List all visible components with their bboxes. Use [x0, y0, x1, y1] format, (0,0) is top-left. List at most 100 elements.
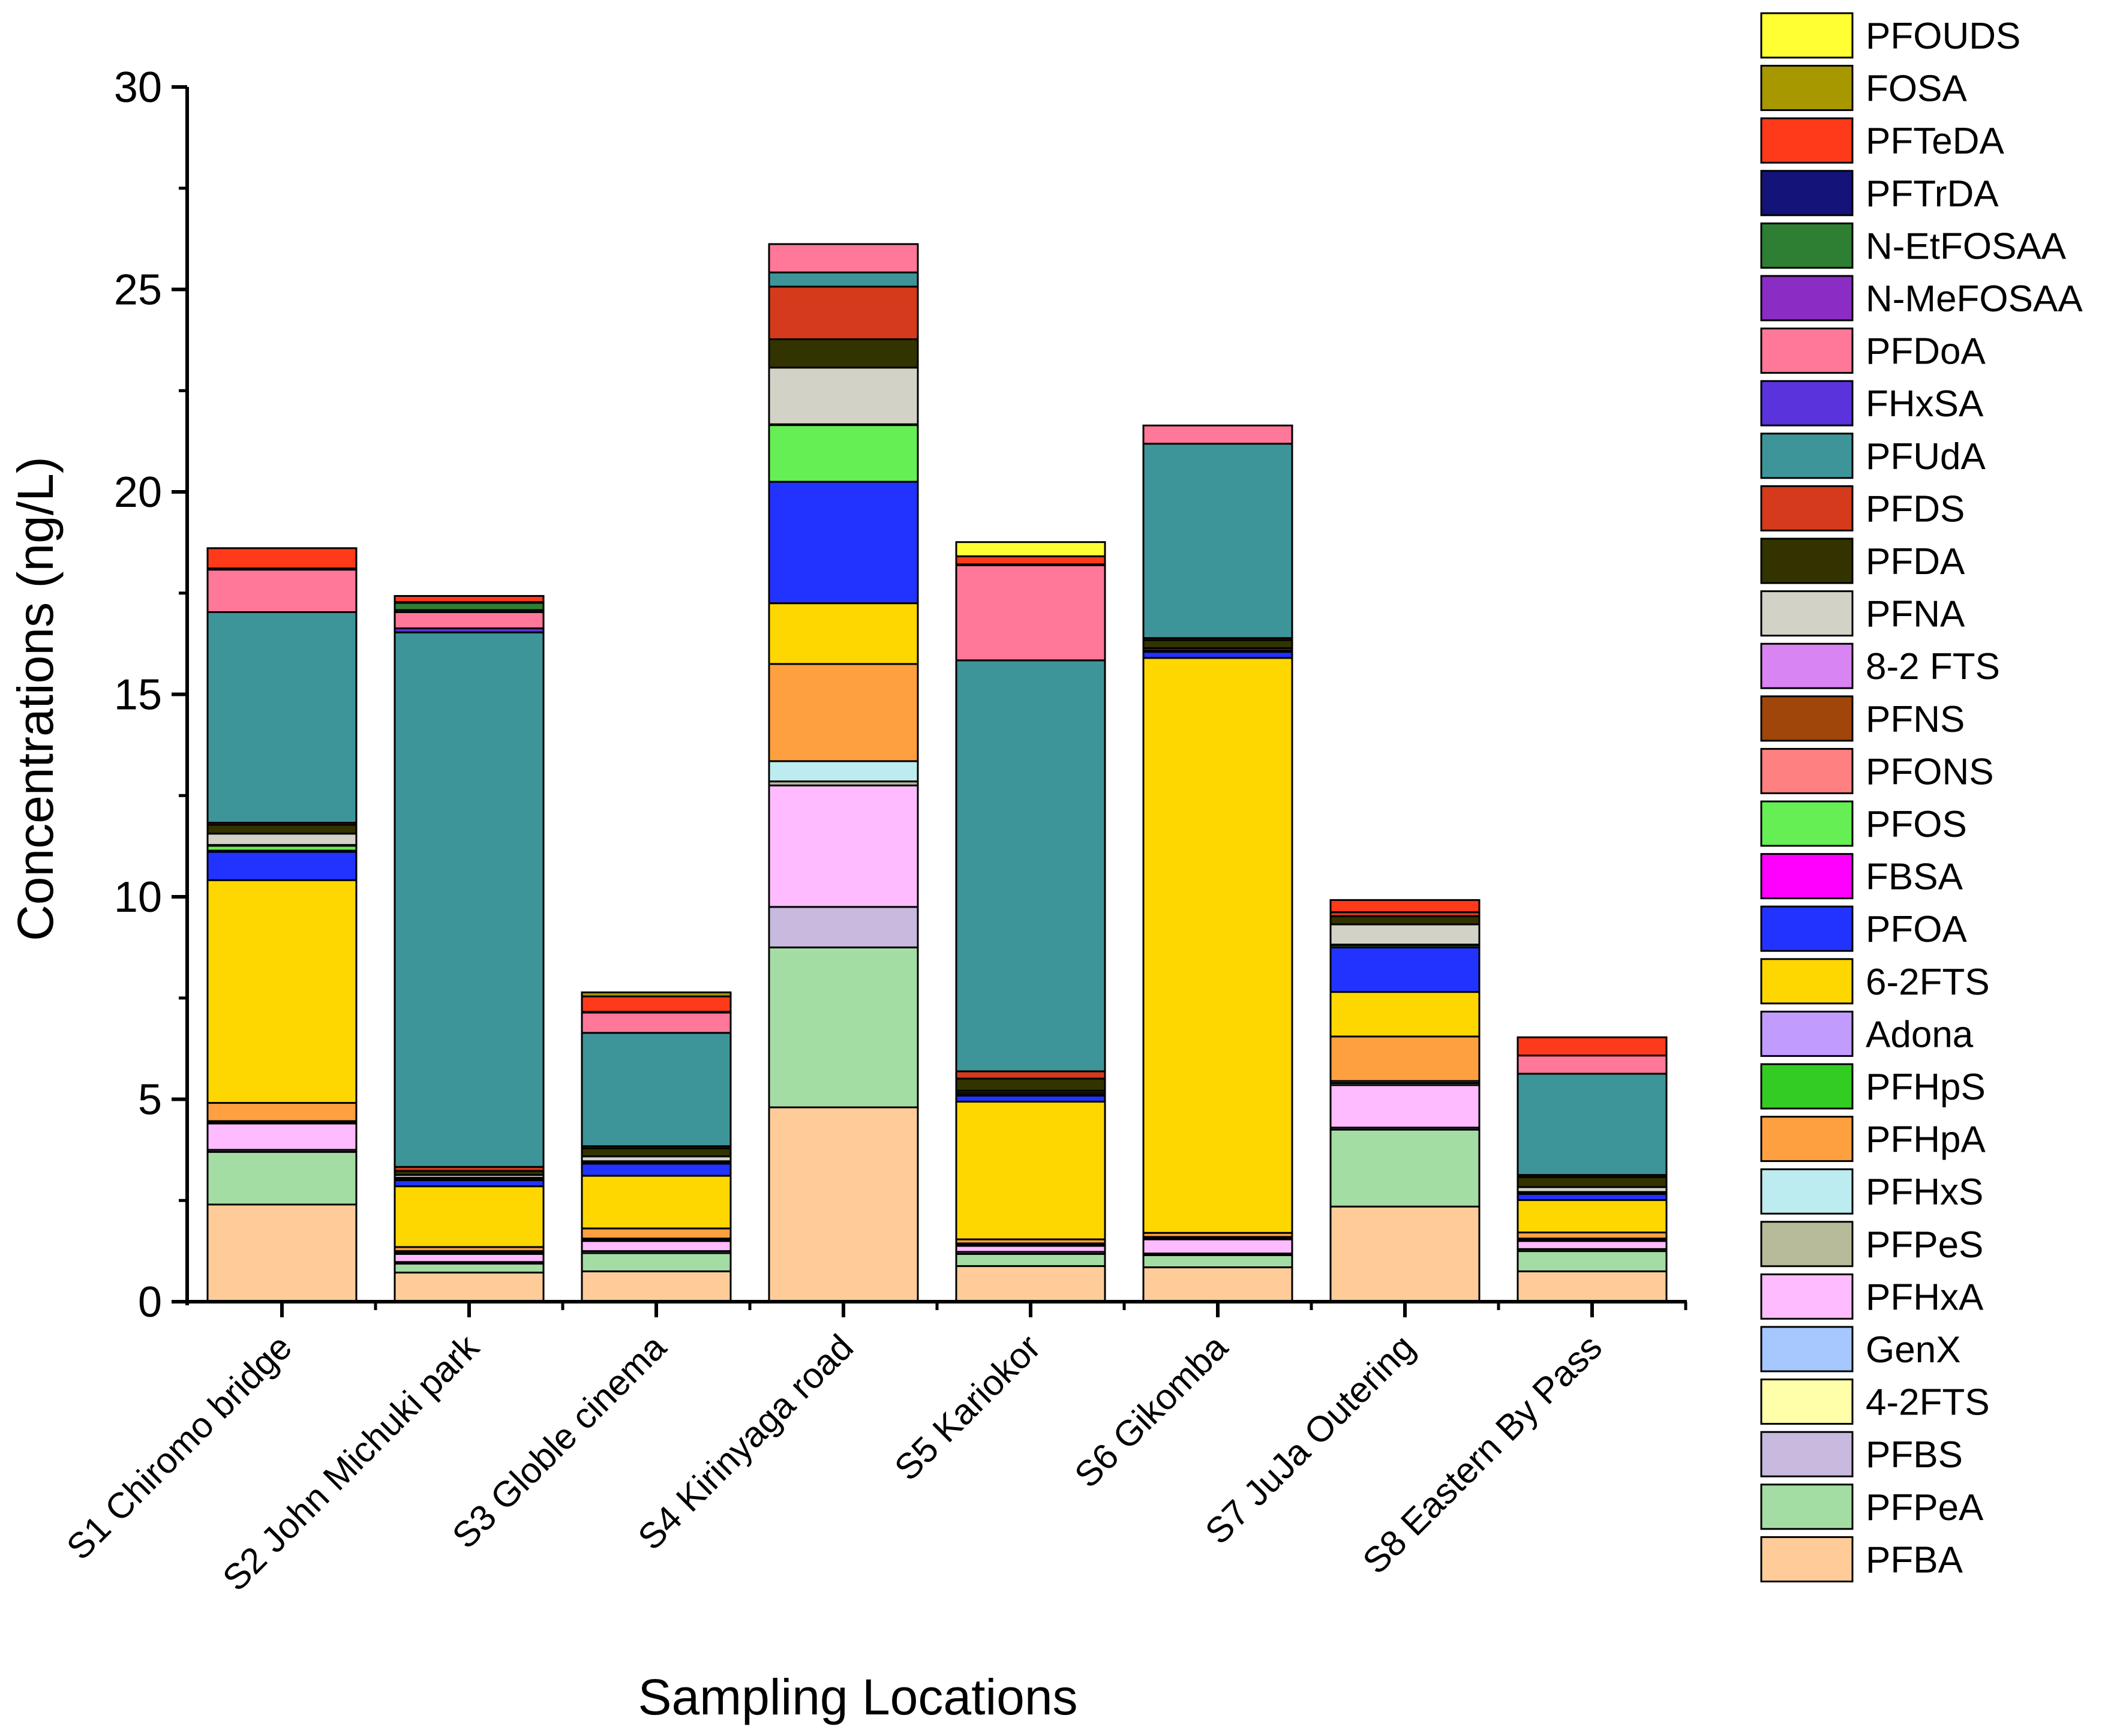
legend-swatch	[1760, 747, 1854, 794]
bar-segment-6-2fts	[581, 1175, 732, 1230]
legend-swatch	[1760, 1063, 1854, 1110]
bar-segment-pfpea	[1329, 1128, 1481, 1208]
bar-stack-s4-kirinyaga-road	[768, 243, 919, 1303]
legend-swatch	[1760, 958, 1854, 1005]
bar-segment-6-2fts	[1142, 657, 1293, 1234]
bar-stack-s6-gikomba	[1142, 424, 1293, 1303]
bar-segment-pfhxs	[768, 760, 919, 783]
legend-item-adona: Adona	[1760, 1010, 1974, 1057]
bar-segment-pfba	[206, 1203, 358, 1303]
bar-stack-s3-globle-cinema	[581, 991, 732, 1303]
legend-swatch	[1760, 1221, 1854, 1268]
bar-segment-6-2fts	[206, 879, 358, 1104]
x-tick-label: S5 Kariokor	[887, 1327, 1048, 1488]
bar-segment-pfteda	[1329, 899, 1481, 914]
bar-segment-pfba	[581, 1270, 732, 1303]
legend-item-pfouds: PFOUDS	[1760, 12, 2020, 59]
bar-segment-pfhxa	[955, 1245, 1106, 1253]
legend-swatch	[1760, 642, 1854, 689]
legend-label: 6-2FTS	[1866, 962, 1990, 1003]
bar-segment-pfoa	[1329, 946, 1481, 993]
bar-segment-pfdoa	[206, 569, 358, 613]
bar-segment-pfoa	[581, 1163, 732, 1177]
legend-item-pfba: PFBA	[1760, 1536, 1963, 1582]
legend-label: PFTrDA	[1866, 173, 1999, 215]
legend-label: FBSA	[1866, 857, 1963, 898]
bar-segment-pfdoa	[955, 564, 1106, 662]
bar-segment-pfda	[955, 1077, 1106, 1092]
legend-label: Adona	[1866, 1014, 1974, 1055]
legend-item-fbsa: FBSA	[1760, 853, 1963, 900]
y-tick-label: 25	[114, 266, 162, 314]
bar-segment-pfda	[768, 338, 919, 369]
bar-segment-pfuda	[768, 271, 919, 288]
bar-segment-pfda	[1517, 1176, 1668, 1188]
bar-segment-pfba	[1329, 1205, 1481, 1303]
legend-label: PFOA	[1866, 909, 1967, 950]
legend-swatch	[1760, 328, 1854, 374]
y-tick-label: 5	[138, 1076, 162, 1124]
bar-segment-pfba	[394, 1271, 545, 1303]
bar-segment-pfpea	[955, 1253, 1106, 1268]
legend-item-8-2-fts: 8-2 FTS	[1760, 642, 2000, 689]
legend-item-pfoa: PFOA	[1760, 905, 1967, 952]
legend-swatch	[1760, 380, 1854, 427]
legend-label: FHxSA	[1866, 383, 1984, 425]
legend-item-pfons: PFONS	[1760, 747, 1994, 794]
bar-segment-pfds	[768, 286, 919, 341]
bar-segment-pfbs	[768, 906, 919, 948]
y-ticks: 0 5 10 15 20 25 30	[114, 64, 187, 1326]
bar-segment-pfhxa	[1329, 1084, 1481, 1129]
legend-item-pfpes: PFPeS	[1760, 1221, 1983, 1268]
bar-segment-pfhpa	[1517, 1232, 1668, 1240]
legend-label: PFDA	[1866, 541, 1965, 582]
bar-segment-pfoa	[394, 1179, 545, 1188]
bar-segment-pfda	[1142, 639, 1293, 650]
legend-swatch	[1760, 12, 1854, 59]
legend-swatch	[1760, 1010, 1854, 1057]
bar-segment-pfdoa	[768, 243, 919, 274]
y-tick-label: 10	[114, 873, 162, 921]
y-tick-label: 20	[114, 468, 162, 516]
bar-segment-pfhpa	[206, 1102, 358, 1122]
legend-item-n-mefosaa: N-MeFOSAA	[1760, 275, 2083, 322]
bar-stack-s2-john-michuki-park	[394, 594, 545, 1303]
legend-label: PFHpS	[1866, 1067, 1986, 1108]
bar-segment-pfhpa	[581, 1227, 732, 1240]
legend-swatch	[1760, 275, 1854, 322]
legend-label: PFHxA	[1866, 1277, 1984, 1318]
bar-segment-pfba	[768, 1106, 919, 1303]
bars-layer	[206, 243, 1668, 1303]
legend-label: PFPeA	[1866, 1487, 1984, 1528]
bar-segment-pfpea	[768, 946, 919, 1109]
bar-segment-pfpea	[581, 1252, 732, 1272]
legend-swatch	[1760, 590, 1854, 637]
legend-swatch	[1760, 1116, 1854, 1163]
legend-item-pfds: PFDS	[1760, 485, 1965, 531]
bar-segment-pfouds	[955, 541, 1106, 557]
legend-label: PFOUDS	[1866, 16, 2020, 57]
legend-label: PFBA	[1866, 1539, 1963, 1581]
y-axis-title: Concentrations (ng/L)	[7, 456, 64, 941]
legend-item-fosa: FOSA	[1760, 65, 1967, 112]
bar-segment-6-2fts	[1517, 1199, 1668, 1234]
legend-swatch	[1760, 537, 1854, 584]
bar-segment-pfhxa	[206, 1122, 358, 1151]
legend-item-genx: GenX	[1760, 1326, 1961, 1372]
bar-segment-pfdoa	[581, 1011, 732, 1034]
bar-segment-pfpea	[206, 1151, 358, 1206]
legend-item-pfos: PFOS	[1760, 800, 1967, 847]
legend-item-pfdoa: PFDoA	[1760, 328, 1986, 374]
legend-label: N-MeFOSAA	[1866, 278, 2083, 320]
bar-segment-pfteda	[581, 995, 732, 1013]
legend-item-pfda: PFDA	[1760, 537, 1965, 584]
legend-item-pfns: PFNS	[1760, 695, 1965, 742]
bar-segment-pfhxa	[1517, 1240, 1668, 1250]
legend-swatch	[1760, 1168, 1854, 1215]
legend-swatch	[1760, 485, 1854, 531]
bar-segment-pfteda	[394, 594, 545, 603]
bar-segment-pfteda	[206, 547, 358, 570]
bar-segment-pfoa	[1142, 651, 1293, 659]
